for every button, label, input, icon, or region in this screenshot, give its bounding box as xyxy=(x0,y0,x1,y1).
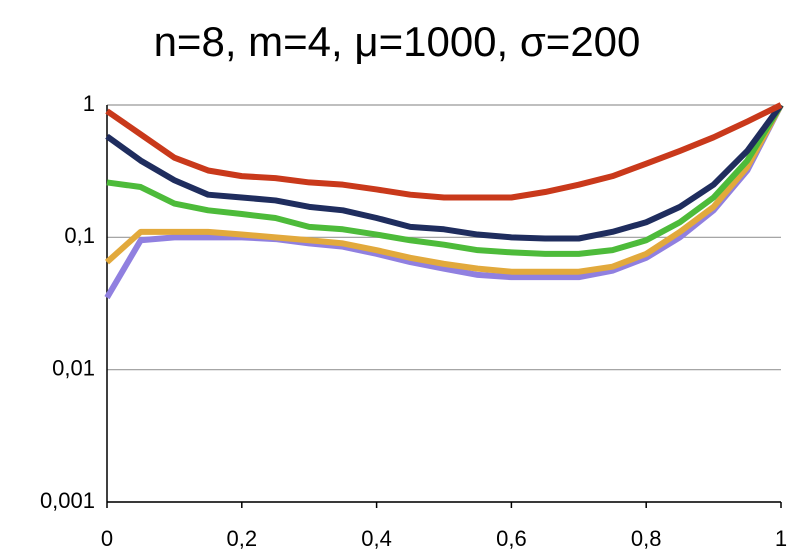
x-tick-label: 0,4 xyxy=(361,526,392,551)
y-tick-label: 0,01 xyxy=(52,355,95,380)
series-line xyxy=(105,102,783,201)
x-tick-label: 0,8 xyxy=(631,526,662,551)
x-tick-label: 0 xyxy=(101,526,113,551)
chart-title: n=8, m=4, μ=1000, σ=200 xyxy=(154,18,641,65)
x-tick-label: 1 xyxy=(775,526,787,551)
series-line xyxy=(105,103,784,242)
x-tick-label: 0,2 xyxy=(227,526,258,551)
y-tick-label: 0,1 xyxy=(64,223,95,248)
series-line xyxy=(106,103,784,257)
y-tick-label: 0,001 xyxy=(40,488,95,513)
series-line xyxy=(104,103,784,275)
x-tick-label: 0,6 xyxy=(496,526,527,551)
y-tick-label: 1 xyxy=(83,91,95,116)
series-line xyxy=(104,103,784,300)
